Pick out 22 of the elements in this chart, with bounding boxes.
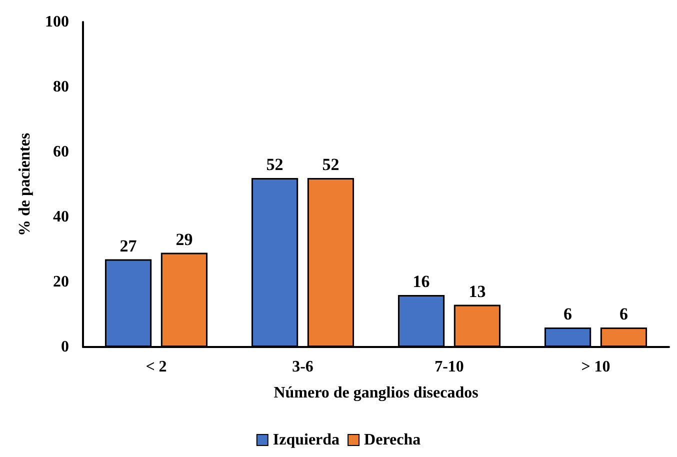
y-tick-label: 0 <box>61 338 69 356</box>
y-tick-label: 20 <box>53 274 69 290</box>
data-label: 27 <box>120 236 138 256</box>
y-tick-label: 60 <box>53 144 69 160</box>
legend-label: Derecha <box>364 432 421 448</box>
y-axis-title: % de pacientes <box>16 132 34 236</box>
x-tick-label: 3-6 <box>292 358 314 376</box>
x-tick-label: > 10 <box>581 358 610 376</box>
data-label: 52 <box>322 155 340 174</box>
y-tick-label: 80 <box>53 78 69 96</box>
legend-label: Izquierda <box>272 432 340 448</box>
data-label: 6 <box>564 304 572 324</box>
data-label: 52 <box>266 155 284 174</box>
x-axis-title: Número de ganglios disecados <box>274 384 478 402</box>
y-tick-label: 40 <box>53 208 69 226</box>
y-tick-label: 100 <box>45 14 69 30</box>
data-label: 29 <box>176 230 193 249</box>
data-label: 13 <box>468 282 486 301</box>
x-tick-label: 7-10 <box>434 358 464 376</box>
data-label: 16 <box>412 272 430 291</box>
data-label: 6 <box>619 304 628 324</box>
x-tick-label: < 2 <box>146 358 167 376</box>
